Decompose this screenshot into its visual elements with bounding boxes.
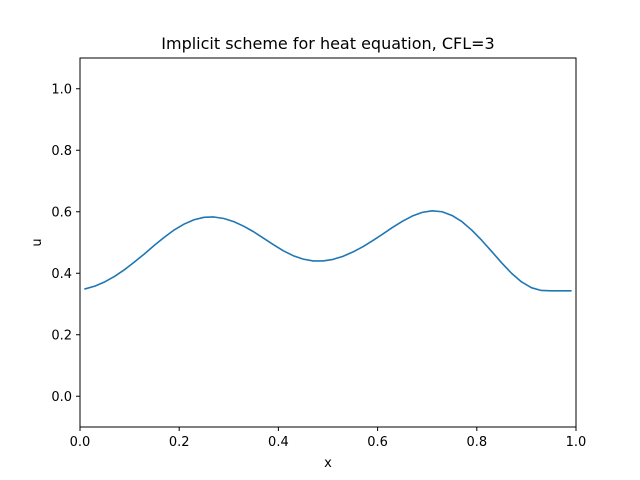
chart-title: Implicit scheme for heat equation, CFL=3 <box>161 34 494 53</box>
x-tick-label: 1.0 <box>566 435 587 450</box>
plot-area <box>80 58 576 427</box>
x-tick-label: 0.2 <box>169 435 190 450</box>
y-axis-label: u <box>30 238 45 246</box>
x-axis-ticks: 0.0 0.2 0.4 0.6 0.8 1.0 <box>70 427 587 450</box>
y-tick-label: 1.0 <box>51 82 72 97</box>
x-tick-label: 0.8 <box>466 435 487 450</box>
series-line <box>84 210 572 292</box>
plot-area-background <box>80 58 576 427</box>
x-tick-label: 0.4 <box>268 435 289 450</box>
axes-frame <box>79 57 577 428</box>
series-layer <box>84 210 572 292</box>
y-tick-label: 0.4 <box>51 267 72 282</box>
x-axis-label: x <box>324 456 332 471</box>
x-tick-label: 0.6 <box>367 435 388 450</box>
y-tick-label: 0.6 <box>51 205 72 220</box>
y-tick-label: 0.0 <box>51 390 72 405</box>
x-tick-label: 0.0 <box>70 435 91 450</box>
y-tick-label: 0.2 <box>51 328 72 343</box>
y-tick-label: 0.8 <box>51 144 72 159</box>
y-axis-ticks: 0.0 0.2 0.4 0.6 0.8 1.0 <box>51 82 80 405</box>
